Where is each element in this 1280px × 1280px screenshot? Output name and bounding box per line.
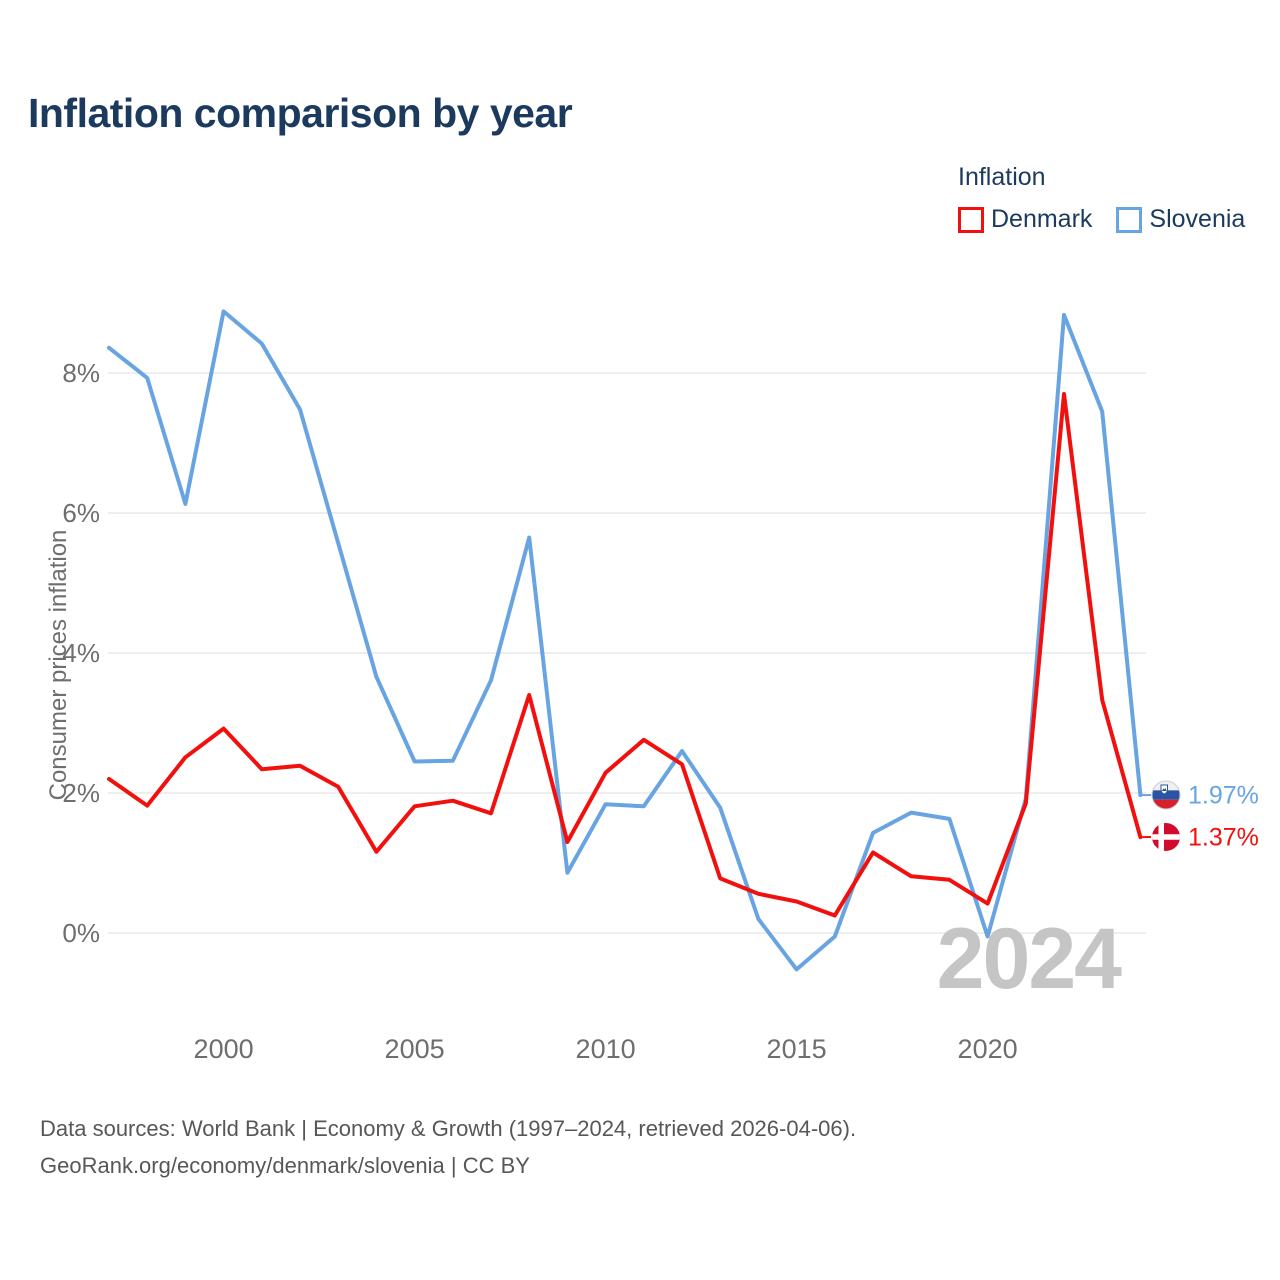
x-tick-label: 2005 [385,1034,445,1064]
series-line-denmark [107,392,1143,918]
y-tick-label: 6% [62,498,100,528]
page-title: Inflation comparison by year [28,90,573,136]
x-tick-label: 2000 [194,1034,254,1064]
legend-item-label: Denmark [991,205,1093,233]
legend-title: Inflation [958,163,1046,191]
denmark-swatch-icon [958,206,984,233]
attribution-note: GeoRank.org/economy/denmark/slovenia | C… [40,1153,530,1178]
legend: Inflation Denmark Slovenia [958,163,1245,234]
chart-footer: Data sources: World Bank | Economy & Gro… [40,1110,856,1184]
y-tick-label: 0% [62,918,100,948]
series-line-slovenia [107,309,1143,972]
x-tick-label: 2015 [767,1034,827,1064]
end-value-label-slovenia: 1.97% [1188,782,1259,810]
y-tick-label: 4% [62,638,100,668]
slovenia-flag-icon [1151,780,1181,810]
watermark-year: 2024 [937,911,1122,1007]
slovenia-swatch-icon [1116,206,1143,233]
legend-item-denmark[interactable]: Denmark [958,205,1092,234]
legend-item-slovenia[interactable]: Slovenia [1116,205,1245,234]
legend-items: Denmark Slovenia [958,205,1245,234]
legend-item-label: Slovenia [1149,205,1246,233]
data-sources-note: Data sources: World Bank | Economy & Gro… [40,1116,857,1141]
y-axis-title: Consumer prices inflation [45,530,72,801]
x-tick-label: 2020 [958,1034,1018,1064]
x-tick-label: 2010 [576,1034,636,1064]
end-value-label-denmark: 1.37% [1188,824,1259,852]
y-tick-label: 2% [62,778,100,808]
y-tick-label: 8% [62,358,100,388]
denmark-flag-icon [1152,823,1180,851]
